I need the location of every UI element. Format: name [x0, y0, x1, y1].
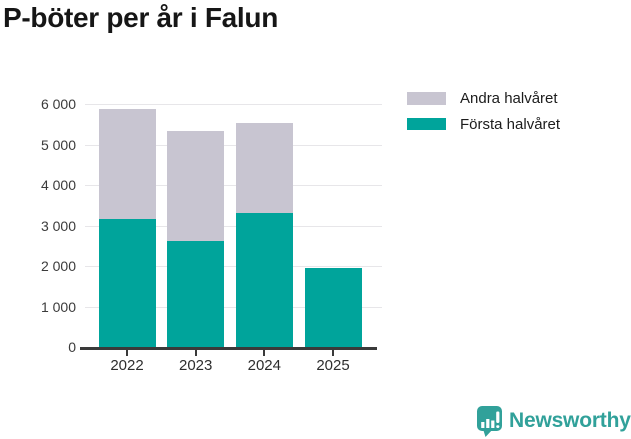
legend-swatch [407, 117, 446, 131]
newsworthy-speech-bubble-icon [477, 406, 502, 437]
x-tick-label: 2022 [110, 357, 144, 374]
x-tick-label: 2025 [316, 357, 350, 374]
gridline [85, 104, 382, 105]
brand-name: Newsworthy [509, 409, 631, 432]
chart-title: P-böter per år i Falun [3, 2, 278, 33]
bar-segment [98, 108, 156, 219]
y-tick-label: 1 000 [40, 298, 76, 315]
y-tick-label: 6 000 [40, 96, 76, 112]
legend-label: Andra halvåret [460, 90, 558, 107]
bar-segment [235, 123, 293, 214]
x-tick [263, 349, 266, 356]
y-tick-label: 4 000 [40, 177, 76, 193]
bar-segment [167, 131, 225, 242]
bar-segment [304, 268, 362, 347]
legend: Andra halvåret Första halvåret [407, 90, 561, 143]
y-tick-label: 5 000 [40, 136, 76, 153]
legend-swatch [407, 92, 446, 105]
legend-item: Första halvåret [407, 115, 561, 133]
gridline [85, 225, 382, 227]
x-tick-label: 2024 [247, 357, 281, 374]
x-axis-line [80, 347, 377, 350]
y-tick-label: 0 [68, 339, 76, 355]
gridline [85, 266, 382, 267]
x-tick [194, 349, 197, 356]
legend-item: Andra halvåret [407, 90, 560, 107]
brand-logo: Newsworthy [477, 405, 631, 437]
gridline [85, 185, 382, 186]
gridline [85, 144, 382, 146]
bar-segment [98, 218, 156, 347]
x-tick-label: 2023 [179, 357, 213, 374]
bar-segment [235, 213, 293, 347]
y-tick-label: 3 000 [40, 217, 76, 234]
y-tick-label: 2 000 [40, 258, 76, 274]
bar-segment [167, 241, 225, 347]
legend-label: Första halvåret [460, 115, 561, 133]
x-tick [332, 349, 334, 356]
gridline [85, 306, 382, 308]
x-tick [126, 349, 128, 356]
